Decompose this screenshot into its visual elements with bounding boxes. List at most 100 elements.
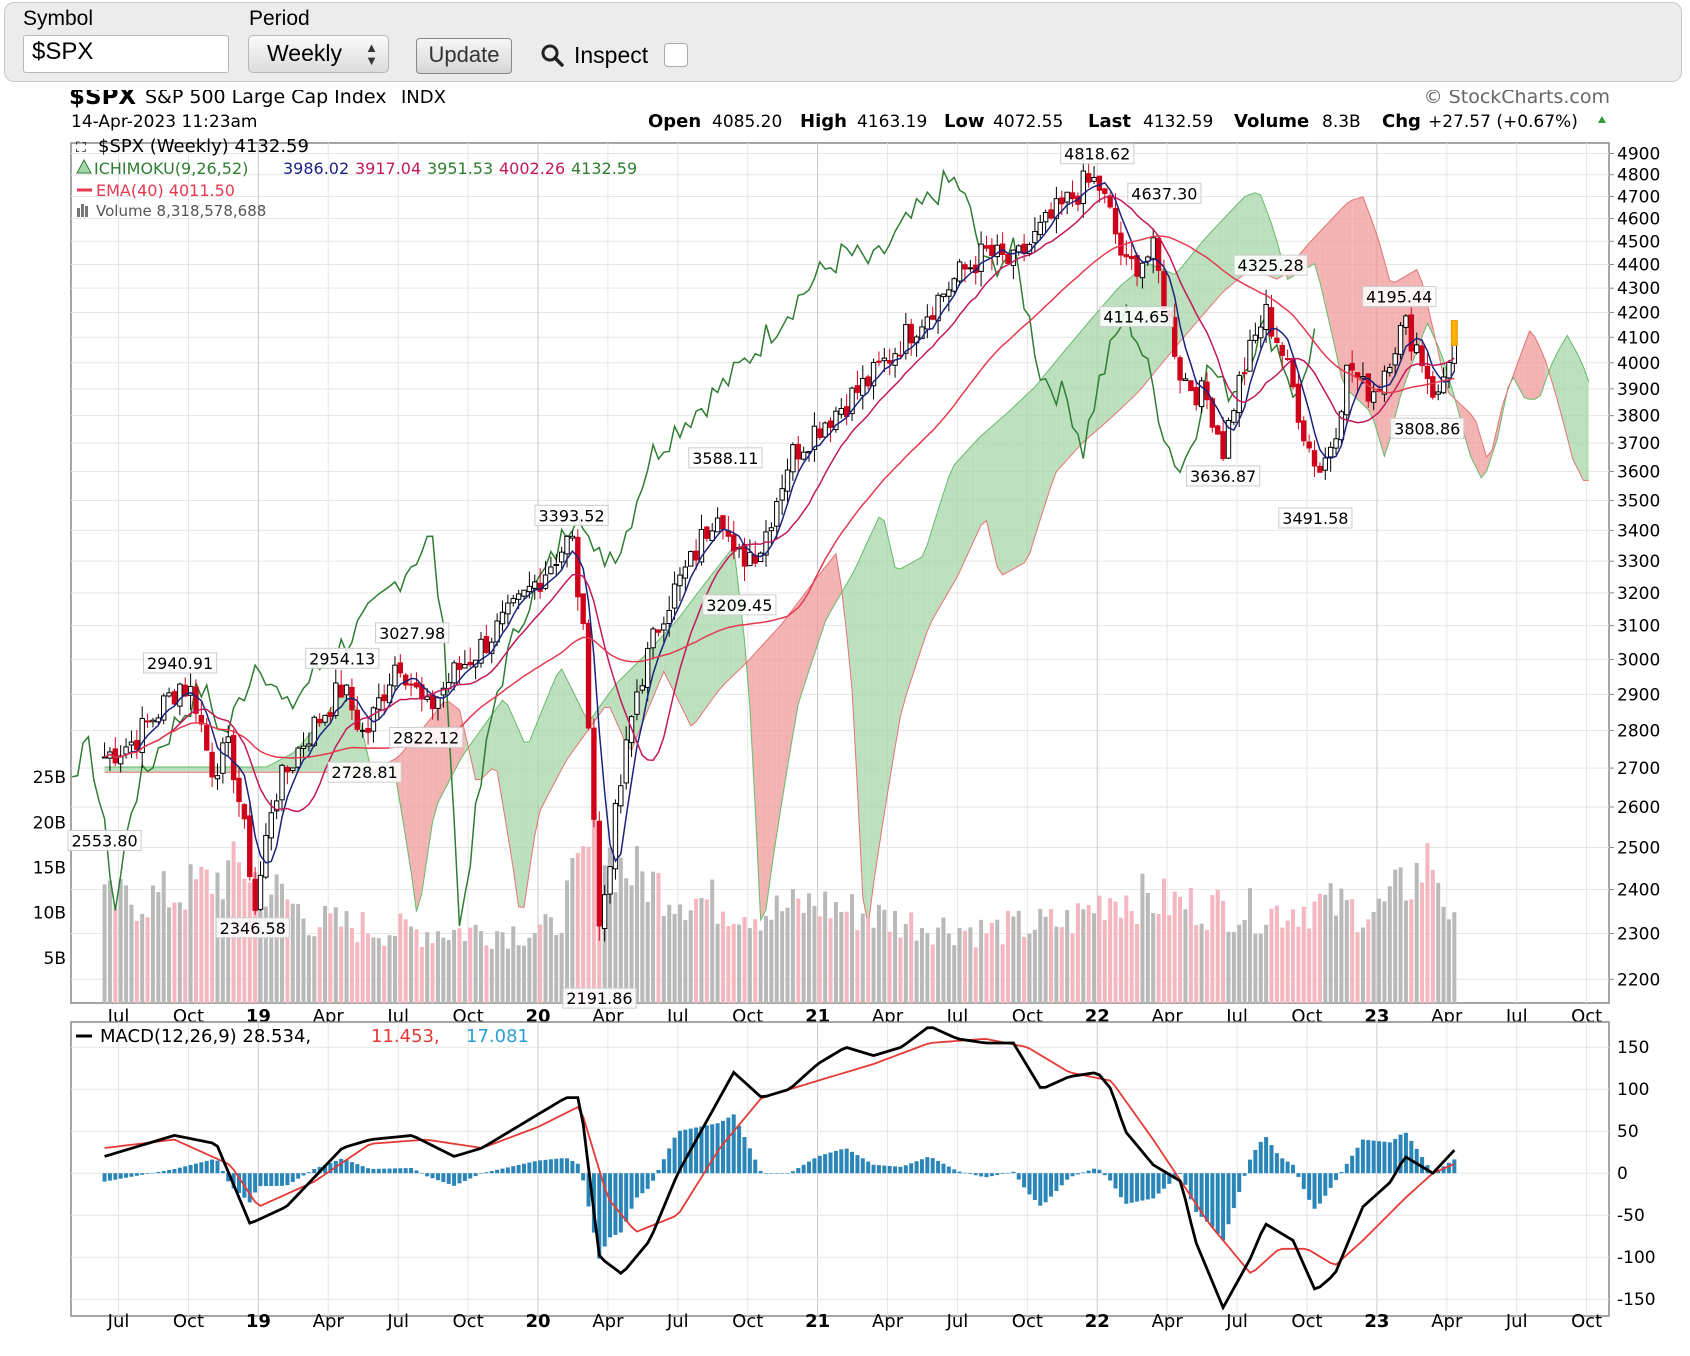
volume-bar: [290, 903, 295, 1003]
candle-body: [623, 739, 629, 784]
macd-histogram-bar: [236, 1173, 241, 1193]
macd-histogram-bar: [1253, 1149, 1258, 1174]
volume-bar: [107, 880, 112, 1003]
candle-body: [924, 316, 931, 330]
period-select[interactable]: Weekly ▲ ▼: [248, 35, 389, 73]
ichimoku-cloud-segment: [803, 587, 810, 688]
volume-bar: [1323, 894, 1328, 1003]
volume-bar: [1000, 944, 1005, 1003]
macd-histogram-bar: [172, 1169, 177, 1174]
candle-body: [139, 718, 145, 754]
volume-bar: [489, 948, 494, 1003]
volume-bar: [1414, 862, 1419, 1003]
price-annotation-box: [1233, 254, 1308, 276]
price-tick-label: 4700: [1617, 187, 1660, 207]
price-tick-label: 3300: [1617, 552, 1660, 572]
candle-body: [757, 552, 764, 563]
macd-histogram-bar: [1156, 1173, 1161, 1194]
inspect-toggle[interactable]: Inspect: [540, 37, 689, 73]
macd-histogram-bar: [1237, 1173, 1242, 1192]
volume-bar: [1118, 917, 1123, 1003]
volume-bar: [1430, 869, 1435, 1003]
macd-panel: 150 100 50 0 -50 -100 -150: [70, 1021, 1656, 1317]
volume-bar: [613, 892, 618, 1003]
macd-histogram-bar: [505, 1167, 510, 1174]
ichimoku-cloud-segment: [1535, 337, 1541, 400]
ichimoku-cloud-segment: [610, 684, 616, 720]
candle-body: [591, 727, 597, 820]
ichimoku-cloud-segment: [518, 729, 525, 908]
macd-histogram-bar: [866, 1161, 871, 1174]
ichimoku-cloud-segment: [959, 453, 965, 572]
ichimoku-cloud-segment: [104, 767, 110, 773]
ichimoku-cloud-segment: [1481, 438, 1487, 478]
candle-body: [1107, 195, 1113, 208]
volume-bar: [1204, 929, 1209, 1003]
candle-body: [392, 664, 398, 687]
inspect-label: Inspect: [574, 41, 649, 68]
volume-bar: [258, 875, 263, 1003]
candle-body: [1403, 315, 1409, 328]
macd-histogram-bar: [634, 1173, 639, 1198]
volume-bar: [1140, 873, 1145, 1003]
macd-histogram-bar: [468, 1173, 473, 1179]
ichimoku-cloud-segment: [819, 567, 826, 638]
volume-bar: [952, 945, 957, 1003]
volume-bar: [876, 904, 881, 1003]
price-tick-label: 3700: [1617, 434, 1660, 454]
volume-bar: [914, 940, 919, 1003]
macd-histogram-bar: [930, 1158, 935, 1174]
candle-body: [978, 243, 984, 272]
macd-histogram-bar: [1301, 1173, 1306, 1190]
volume-bar: [414, 929, 419, 1003]
candle-body: [564, 535, 570, 555]
ichimoku-cloud-segment: [1524, 330, 1530, 400]
macd-histogram-bar: [624, 1173, 629, 1222]
macd-histogram-bar: [1226, 1173, 1231, 1225]
candle-body: [532, 581, 538, 589]
volume-bar: [1075, 903, 1080, 1003]
ichimoku-cloud-segment: [755, 647, 761, 920]
macd-histogram-bar: [1296, 1173, 1301, 1177]
candle-body: [1069, 192, 1076, 200]
price-annotation: 4325.28: [1238, 256, 1304, 275]
ichimoku-cloud-segment: [1099, 303, 1105, 429]
candle-body: [1037, 221, 1043, 236]
volume-bar: [989, 922, 994, 1003]
volume-bar: [823, 891, 828, 1003]
macd-histogram-bar: [1339, 1171, 1344, 1174]
ema-line: [104, 235, 1455, 759]
price-annotation: 2822.12: [393, 728, 459, 747]
ichimoku-cloud-segment: [943, 476, 949, 601]
volume-bar: [167, 907, 172, 1003]
macd-histogram-bar: [441, 1173, 446, 1183]
macd-histogram-bar: [554, 1158, 559, 1174]
ichimoku-cloud-segment: [1206, 230, 1213, 311]
candle-body: [644, 647, 651, 688]
candle-body: [983, 245, 990, 249]
ichimoku-cloud-segment: [475, 729, 481, 780]
inspect-checkbox[interactable]: [664, 43, 689, 67]
candle-body: [273, 800, 280, 812]
macd-histogram-bar: [1382, 1141, 1387, 1174]
macd-histogram-bar: [909, 1163, 914, 1174]
symbol-input[interactable]: $SPX: [23, 35, 229, 73]
volume-bar: [349, 928, 354, 1003]
volume-bar: [629, 885, 634, 1003]
candle-body: [1295, 383, 1302, 423]
macd-histogram-bar: [984, 1173, 989, 1178]
update-button[interactable]: Update: [416, 38, 512, 74]
volume-bar: [1274, 905, 1279, 1003]
candle-body: [1150, 237, 1156, 261]
x-tick-label: Jul: [666, 1311, 689, 1332]
ichimoku-cloud-segment: [991, 421, 998, 568]
up-arrow-icon: [1598, 116, 1606, 123]
candle-body: [1010, 249, 1017, 266]
macd-histogram-bar: [1011, 1171, 1016, 1174]
candle-body: [693, 550, 699, 561]
price-tick-label: 3000: [1617, 650, 1660, 670]
macd-histogram-bar: [312, 1169, 317, 1174]
price-tick-label: 2300: [1617, 924, 1660, 944]
candle-body: [1430, 376, 1436, 398]
macd-histogram-bar: [677, 1130, 682, 1174]
